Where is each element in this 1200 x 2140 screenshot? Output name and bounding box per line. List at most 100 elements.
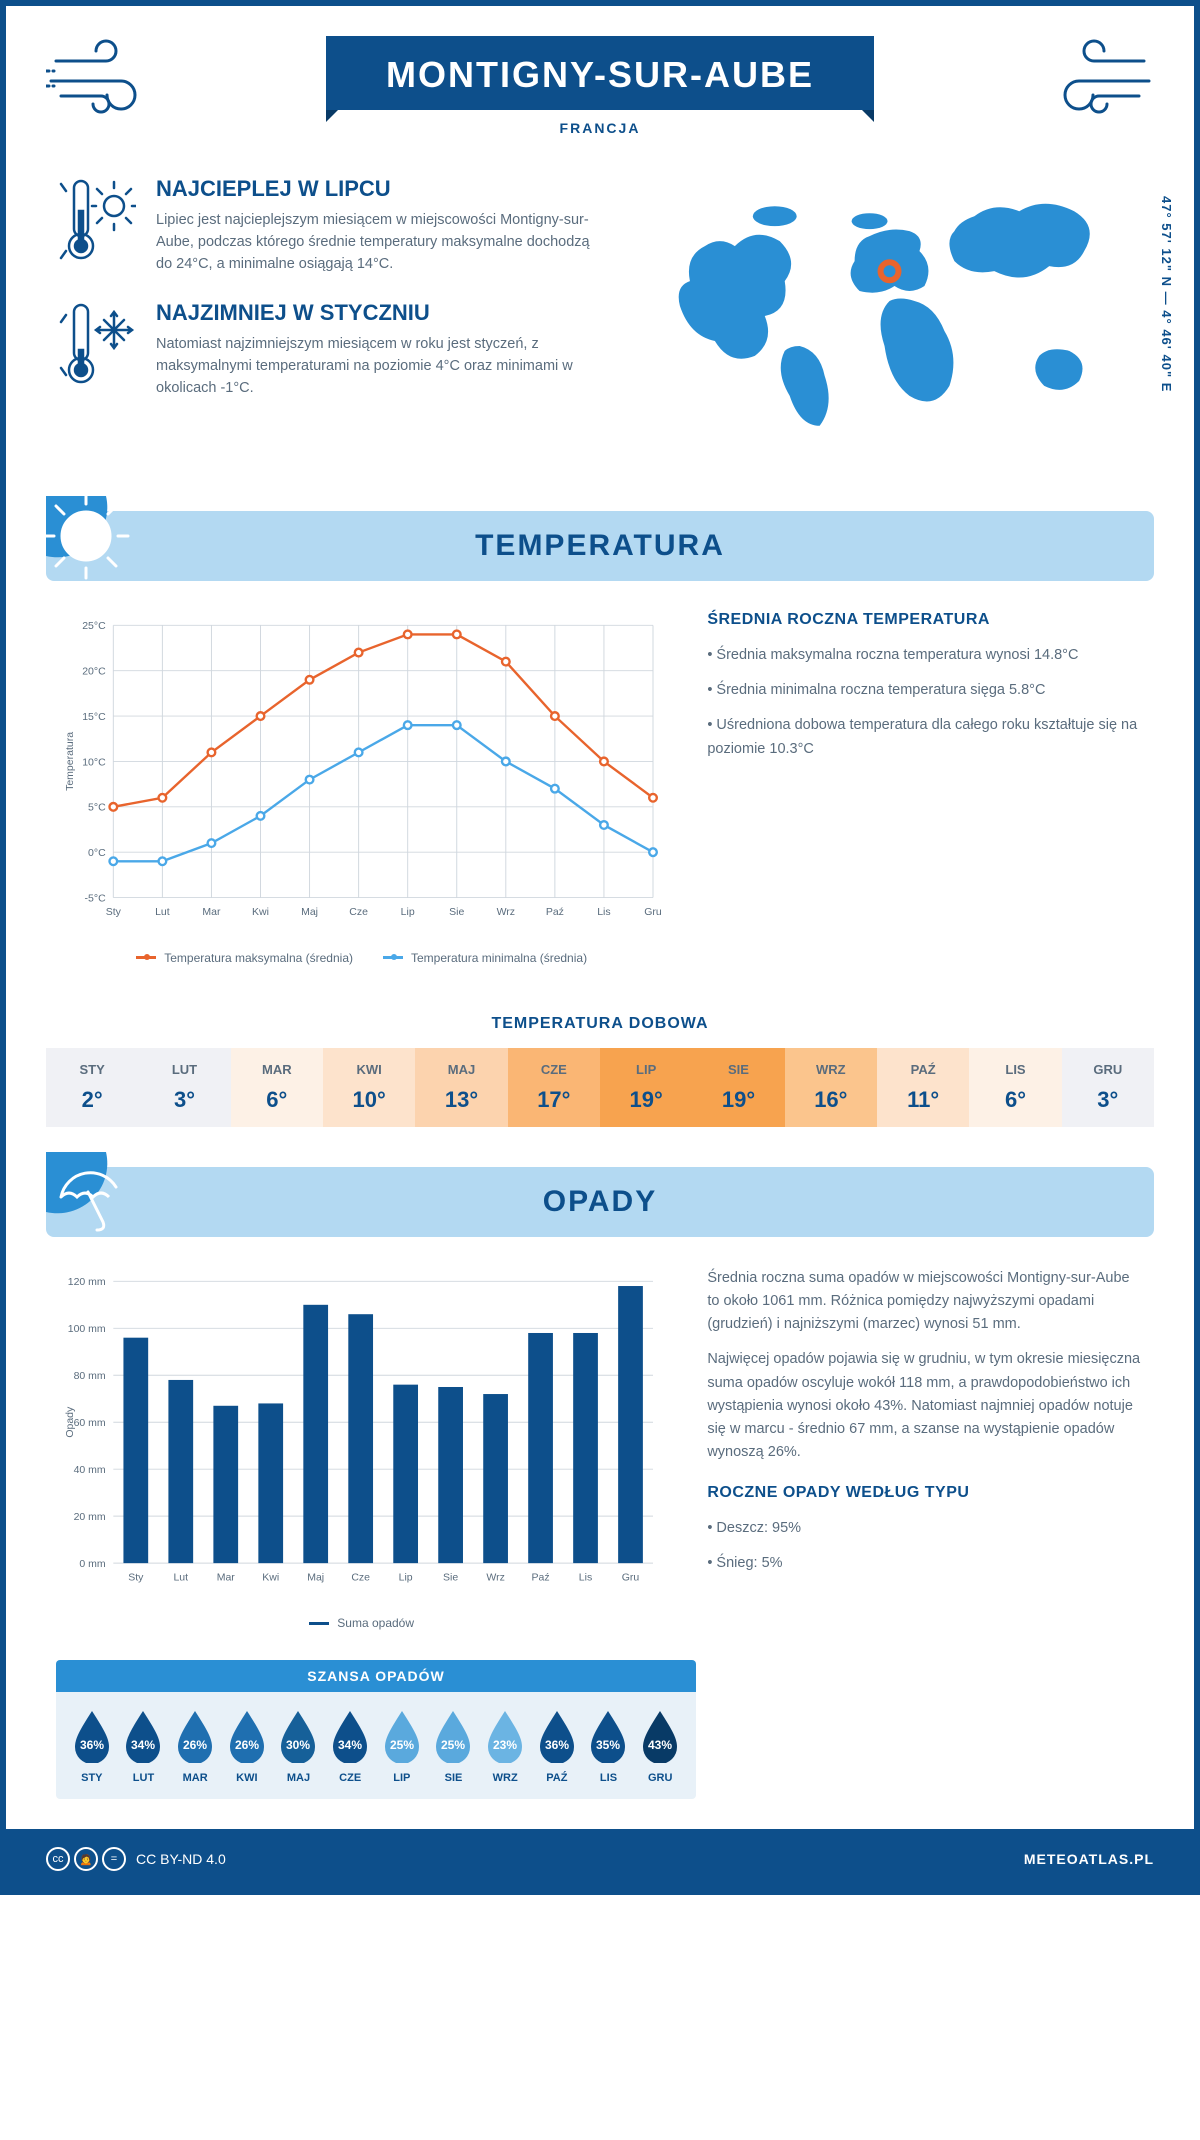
svg-text:40 mm: 40 mm xyxy=(74,1464,106,1476)
svg-text:36%: 36% xyxy=(545,1738,569,1752)
temperature-info-point: • Średnia maksymalna roczna temperatura … xyxy=(707,644,1144,667)
svg-text:-5°C: -5°C xyxy=(85,892,107,904)
temperature-info-heading: ŚREDNIA ROCZNA TEMPERATURA xyxy=(707,611,1144,629)
svg-text:Cze: Cze xyxy=(349,906,368,918)
svg-text:Mar: Mar xyxy=(217,1571,236,1583)
license-text: CC BY-ND 4.0 xyxy=(136,1851,226,1867)
svg-text:Temperatura: Temperatura xyxy=(64,732,76,791)
legend-item: Temperatura maksymalna (średnia) xyxy=(136,951,353,965)
svg-text:Cze: Cze xyxy=(351,1571,370,1583)
svg-text:Sie: Sie xyxy=(449,906,464,918)
chance-row: 36%STY34%LUT26%MAR26%KWI30%MAJ34%CZE25%L… xyxy=(56,1692,696,1799)
svg-text:Maj: Maj xyxy=(307,1571,324,1583)
daily-temp-cell: LIP19° xyxy=(600,1048,692,1127)
daily-temp-cell: LIS6° xyxy=(969,1048,1061,1127)
precip-legend: Suma opadów xyxy=(56,1616,667,1630)
nd-icon: = xyxy=(102,1847,126,1871)
svg-text:25°C: 25°C xyxy=(82,620,106,632)
svg-text:Gru: Gru xyxy=(622,1571,640,1583)
svg-text:Gru: Gru xyxy=(644,906,662,918)
svg-text:Lis: Lis xyxy=(579,1571,592,1583)
wind-decoration-left xyxy=(46,36,166,121)
svg-text:Lis: Lis xyxy=(597,906,610,918)
svg-text:34%: 34% xyxy=(131,1738,155,1752)
fact-coldest: NAJZIMNIEJ W STYCZNIU Natomiast najzimni… xyxy=(56,300,605,399)
daily-temp-cell: WRZ16° xyxy=(785,1048,877,1127)
temperature-legend: Temperatura maksymalna (średnia) Temperat… xyxy=(56,951,667,965)
svg-text:Opady: Opady xyxy=(64,1406,76,1438)
page-title: MONTIGNY-SUR-AUBE xyxy=(326,36,874,110)
precip-info-paragraph: Najwięcej opadów pojawia się w grudniu, … xyxy=(707,1348,1144,1464)
chance-drop: 36%STY xyxy=(66,1707,118,1784)
thermometer-hot-icon xyxy=(56,176,136,275)
precip-chart: 0 mm20 mm40 mm60 mm80 mm100 mm120 mmStyL… xyxy=(56,1267,667,1630)
svg-text:43%: 43% xyxy=(648,1738,672,1752)
svg-text:80 mm: 80 mm xyxy=(74,1370,106,1382)
svg-text:Wrz: Wrz xyxy=(486,1571,504,1583)
daily-temp-cell: GRU3° xyxy=(1062,1048,1154,1127)
temperature-info-point: • Średnia minimalna roczna temperatura s… xyxy=(707,679,1144,702)
precip-banner-text: OPADY xyxy=(543,1185,657,1218)
fact-warmest-heading: NAJCIEPLEJ W LIPCU xyxy=(156,176,605,202)
intro-section: NAJCIEPLEJ W LIPCU Lipiec jest najcieple… xyxy=(6,156,1194,491)
cc-icons: cc 🙍 = xyxy=(46,1847,126,1871)
brand-text: METEOATLAS.PL xyxy=(1024,1851,1154,1867)
temperature-info: ŚREDNIA ROCZNA TEMPERATURA • Średnia mak… xyxy=(707,611,1144,965)
svg-text:30%: 30% xyxy=(286,1738,310,1752)
daily-temp-cell: STY2° xyxy=(46,1048,138,1127)
svg-text:Maj: Maj xyxy=(301,906,318,918)
cc-icon: cc xyxy=(46,1847,70,1871)
daily-temp-heading: TEMPERATURA DOBOWA xyxy=(6,1015,1194,1033)
svg-text:Mar: Mar xyxy=(202,906,221,918)
svg-text:25%: 25% xyxy=(441,1738,465,1752)
svg-text:100 mm: 100 mm xyxy=(68,1323,106,1335)
svg-text:35%: 35% xyxy=(596,1738,620,1752)
sun-icon xyxy=(46,496,146,596)
umbrella-icon xyxy=(46,1152,146,1252)
svg-text:Paź: Paź xyxy=(546,906,564,918)
precip-type-item: • Śnieg: 5% xyxy=(707,1552,1144,1575)
chance-drop: 23%WRZ xyxy=(479,1707,531,1784)
chance-drop: 30%MAJ xyxy=(273,1707,325,1784)
svg-text:25%: 25% xyxy=(390,1738,414,1752)
svg-text:Wrz: Wrz xyxy=(497,906,515,918)
fact-coldest-body: Natomiast najzimniejszym miesiącem w rok… xyxy=(156,334,605,399)
daily-temp-cell: PAŹ11° xyxy=(877,1048,969,1127)
chance-drop: 36%PAŹ xyxy=(531,1707,583,1784)
svg-text:Paź: Paź xyxy=(532,1571,550,1583)
world-map xyxy=(645,176,1144,461)
svg-text:36%: 36% xyxy=(80,1738,104,1752)
footer: cc 🙍 = CC BY-ND 4.0 METEOATLAS.PL xyxy=(6,1829,1194,1889)
chance-heading: SZANSA OPADÓW xyxy=(56,1660,696,1692)
daily-temp-grid: STY2°LUT3°MAR6°KWI10°MAJ13°CZE17°LIP19°S… xyxy=(46,1048,1154,1127)
precip-info-paragraph: Średnia roczna suma opadów w miejscowośc… xyxy=(707,1267,1144,1337)
svg-text:Lip: Lip xyxy=(401,906,415,918)
svg-text:34%: 34% xyxy=(338,1738,362,1752)
svg-text:26%: 26% xyxy=(235,1738,259,1752)
header: MONTIGNY-SUR-AUBE FRANCJA xyxy=(6,6,1194,156)
svg-text:26%: 26% xyxy=(183,1738,207,1752)
svg-text:120 mm: 120 mm xyxy=(68,1276,106,1288)
daily-temp-cell: MAJ13° xyxy=(415,1048,507,1127)
temperature-chart: -5°C0°C5°C10°C15°C20°C25°CStyLutMarKwiMa… xyxy=(56,611,667,965)
svg-text:Kwi: Kwi xyxy=(252,906,269,918)
svg-text:0°C: 0°C xyxy=(88,847,106,859)
svg-text:Sie: Sie xyxy=(443,1571,458,1583)
svg-text:Lut: Lut xyxy=(173,1571,188,1583)
legend-item: Temperatura minimalna (średnia) xyxy=(383,951,587,965)
svg-text:Sty: Sty xyxy=(128,1571,144,1583)
precip-type-heading: ROCZNE OPADY WEDŁUG TYPU xyxy=(707,1484,1144,1502)
chance-drop: 25%LIP xyxy=(376,1707,428,1784)
by-icon: 🙍 xyxy=(74,1847,98,1871)
temperature-banner-text: TEMPERATURA xyxy=(475,529,725,562)
precip-info: Średnia roczna suma opadów w miejscowośc… xyxy=(707,1267,1144,1630)
chance-drop: 34%CZE xyxy=(324,1707,376,1784)
thermometer-cold-icon xyxy=(56,300,136,399)
svg-text:10°C: 10°C xyxy=(82,756,106,768)
coordinates: 47° 57' 12" N — 4° 46' 40" E xyxy=(1159,196,1174,392)
svg-text:60 mm: 60 mm xyxy=(74,1417,106,1429)
svg-text:15°C: 15°C xyxy=(82,711,106,723)
fact-coldest-heading: NAJZIMNIEJ W STYCZNIU xyxy=(156,300,605,326)
chance-drop: 34%LUT xyxy=(118,1707,170,1784)
temperature-info-point: • Uśredniona dobowa temperatura dla całe… xyxy=(707,714,1144,760)
